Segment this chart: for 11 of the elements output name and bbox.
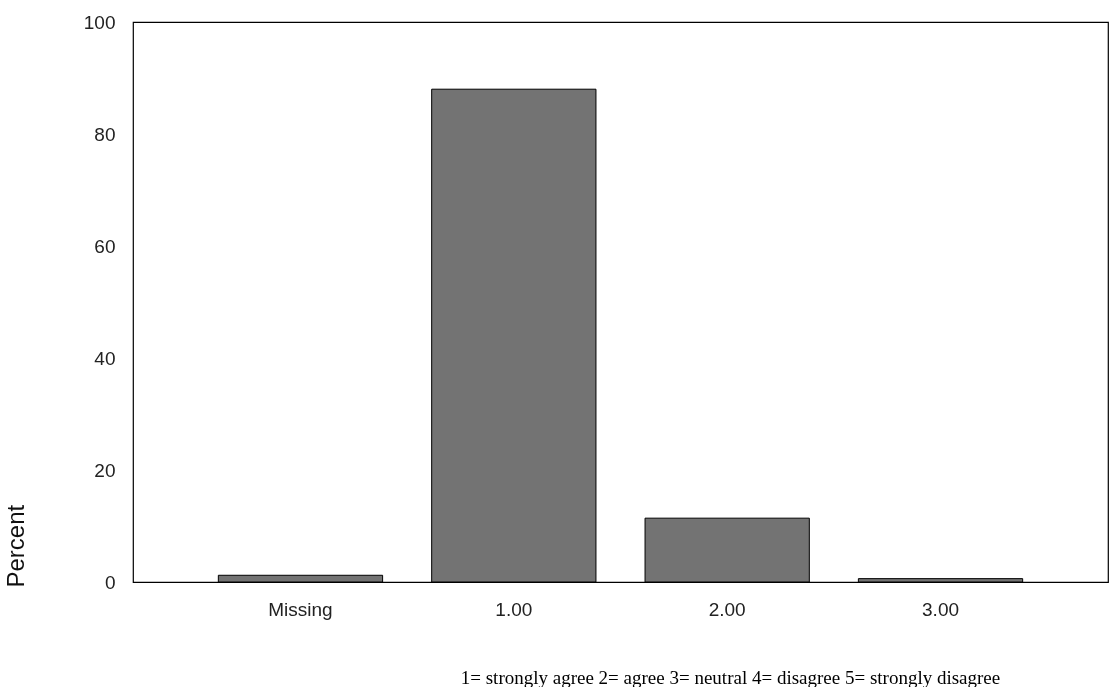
y-tick-label: 20 xyxy=(94,459,116,481)
x-tick-label: Missing xyxy=(268,598,333,620)
x-tick-label: 3.00 xyxy=(922,598,960,620)
y-tick-label: 60 xyxy=(94,235,116,257)
y-tick-label: 100 xyxy=(83,11,116,33)
y-axis-title: Percent xyxy=(1,504,29,588)
y-tick-label: 40 xyxy=(94,347,116,369)
x-tick-label: 2.00 xyxy=(708,598,746,620)
x-tick-label: 1.00 xyxy=(495,598,533,620)
y-tick-label: 80 xyxy=(94,123,116,145)
y-tick-label: 0 xyxy=(104,571,116,593)
